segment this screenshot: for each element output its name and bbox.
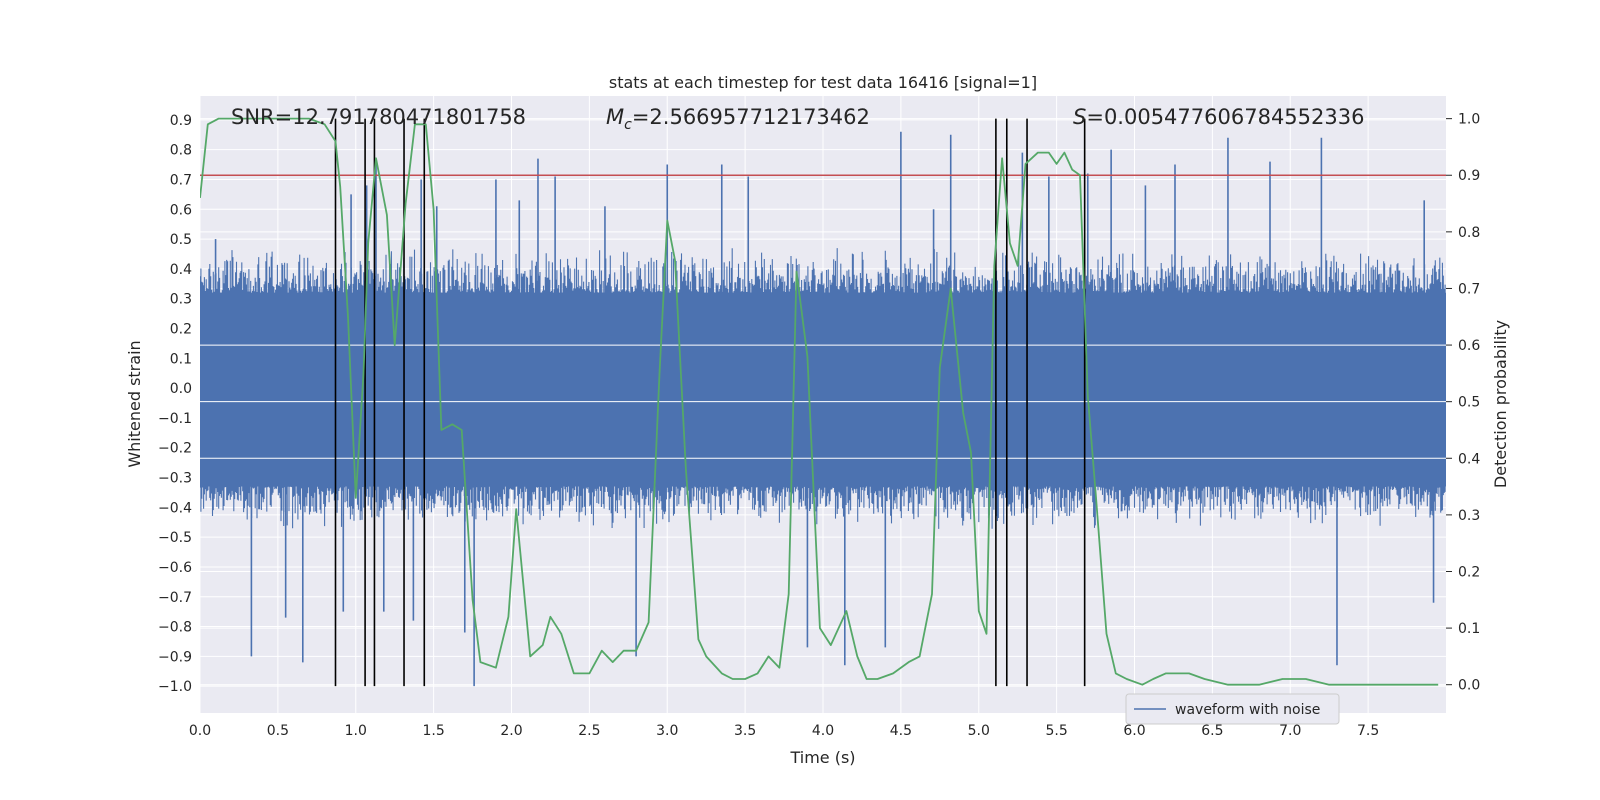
x-tick-label: 3.0 — [656, 723, 678, 739]
probability-line — [200, 117, 1439, 686]
right-y-tick-label: 0.1 — [1458, 621, 1480, 637]
x-tick-label: 0.5 — [267, 723, 289, 739]
right-y-tick-label: 0.2 — [1458, 564, 1480, 580]
right-y-tick-label: 0.3 — [1458, 508, 1480, 524]
chirp-mass-annotation: Mc=2.566957712173462 — [606, 105, 870, 133]
left-y-axis-label: Whitened strain — [125, 340, 144, 467]
left-y-tick-label: 0.4 — [170, 262, 192, 278]
left-y-tick-label: 0.1 — [170, 351, 192, 367]
left-y-tick-label: −0.9 — [158, 649, 192, 665]
trigger-markers — [334, 118, 1086, 687]
legend-label: waveform with noise — [1175, 702, 1320, 718]
x-tick-label: 2.5 — [578, 723, 600, 739]
left-y-tick-label: −1.0 — [158, 679, 192, 695]
x-tick-label: 6.0 — [1123, 723, 1145, 739]
left-y-tick-label: 0.7 — [170, 172, 192, 188]
left-y-tick-label: 0.2 — [170, 321, 192, 337]
x-tick-label: 4.5 — [890, 723, 912, 739]
left-y-tick-label: −0.1 — [158, 411, 192, 427]
legend-box — [1125, 693, 1340, 725]
left-y-axis-ticks: 0.9 0.8 0.7 0.6 0.5 0.4 0.3 0.2 0.1 0.0 −0.1 −0.2 −0… — [158, 113, 192, 695]
x-tick-label: 6.5 — [1201, 723, 1223, 739]
waveform-noise — [200, 248, 1446, 529]
x-tick-label: 7.0 — [1279, 723, 1301, 739]
x-tick-label: 4.0 — [812, 723, 834, 739]
s-annotation: S=0.005477606784552336 — [1073, 105, 1364, 129]
right-y-tick-label: 0.0 — [1458, 678, 1480, 694]
right-y-tick-label: 1.0 — [1458, 112, 1480, 128]
left-y-tick-label: −0.4 — [158, 500, 192, 516]
left-y-tick-label: −0.7 — [158, 590, 192, 606]
left-y-tick-label: 0.6 — [170, 202, 192, 218]
left-y-tick-label: 0.8 — [170, 143, 192, 159]
right-y-tick-label: 0.4 — [1458, 451, 1480, 467]
waveform-series — [200, 131, 1446, 687]
left-y-tick-label: −0.8 — [158, 620, 192, 636]
x-tick-label: 1.0 — [345, 723, 367, 739]
x-tick-label: 5.0 — [968, 723, 990, 739]
left-y-tick-label: −0.6 — [158, 560, 192, 576]
right-y-tick-label: 0.8 — [1458, 225, 1480, 241]
x-tick-label: 0.0 — [189, 723, 211, 739]
left-y-tick-label: 0.9 — [170, 113, 192, 129]
x-tick-label: 5.5 — [1045, 723, 1067, 739]
right-y-tick-label: 0.5 — [1458, 395, 1480, 411]
right-y-axis-ticks: 1.0 0.9 0.8 0.7 0.6 0.5 0.4 0.3 0.2 0.1 0.0 — [1446, 112, 1480, 694]
legend: waveform with noise — [1125, 693, 1340, 725]
left-y-tick-label: 0.0 — [170, 381, 192, 397]
left-y-tick-label: 0.3 — [170, 292, 192, 308]
x-tick-label: 7.5 — [1357, 723, 1379, 739]
chart-title: stats at each timestep for test data 164… — [609, 73, 1037, 92]
left-y-tick-label: −0.2 — [158, 441, 192, 457]
right-y-tick-label: 0.9 — [1458, 168, 1480, 184]
x-tick-label: 1.5 — [422, 723, 444, 739]
right-y-tick-label: 0.7 — [1458, 281, 1480, 297]
x-tick-label: 3.5 — [734, 723, 756, 739]
x-axis-label: Time (s) — [789, 748, 855, 767]
detection-probability-series — [200, 117, 1439, 686]
left-y-tick-label: 0.5 — [170, 232, 192, 248]
right-y-axis-label: Detection probability — [1491, 320, 1510, 488]
x-axis-ticks: 0.0 0.5 1.0 1.5 2.0 2.5 3.0 3.5 4.0 4.5 5.0 5.5 6.0 6… — [189, 723, 1379, 739]
snr-annotation: SNR=12.791780471801758 — [231, 105, 526, 129]
right-y-tick-label: 0.6 — [1458, 338, 1480, 354]
left-y-tick-label: −0.3 — [158, 471, 192, 487]
left-y-tick-label: −0.5 — [158, 530, 192, 546]
x-tick-label: 2.0 — [500, 723, 522, 739]
